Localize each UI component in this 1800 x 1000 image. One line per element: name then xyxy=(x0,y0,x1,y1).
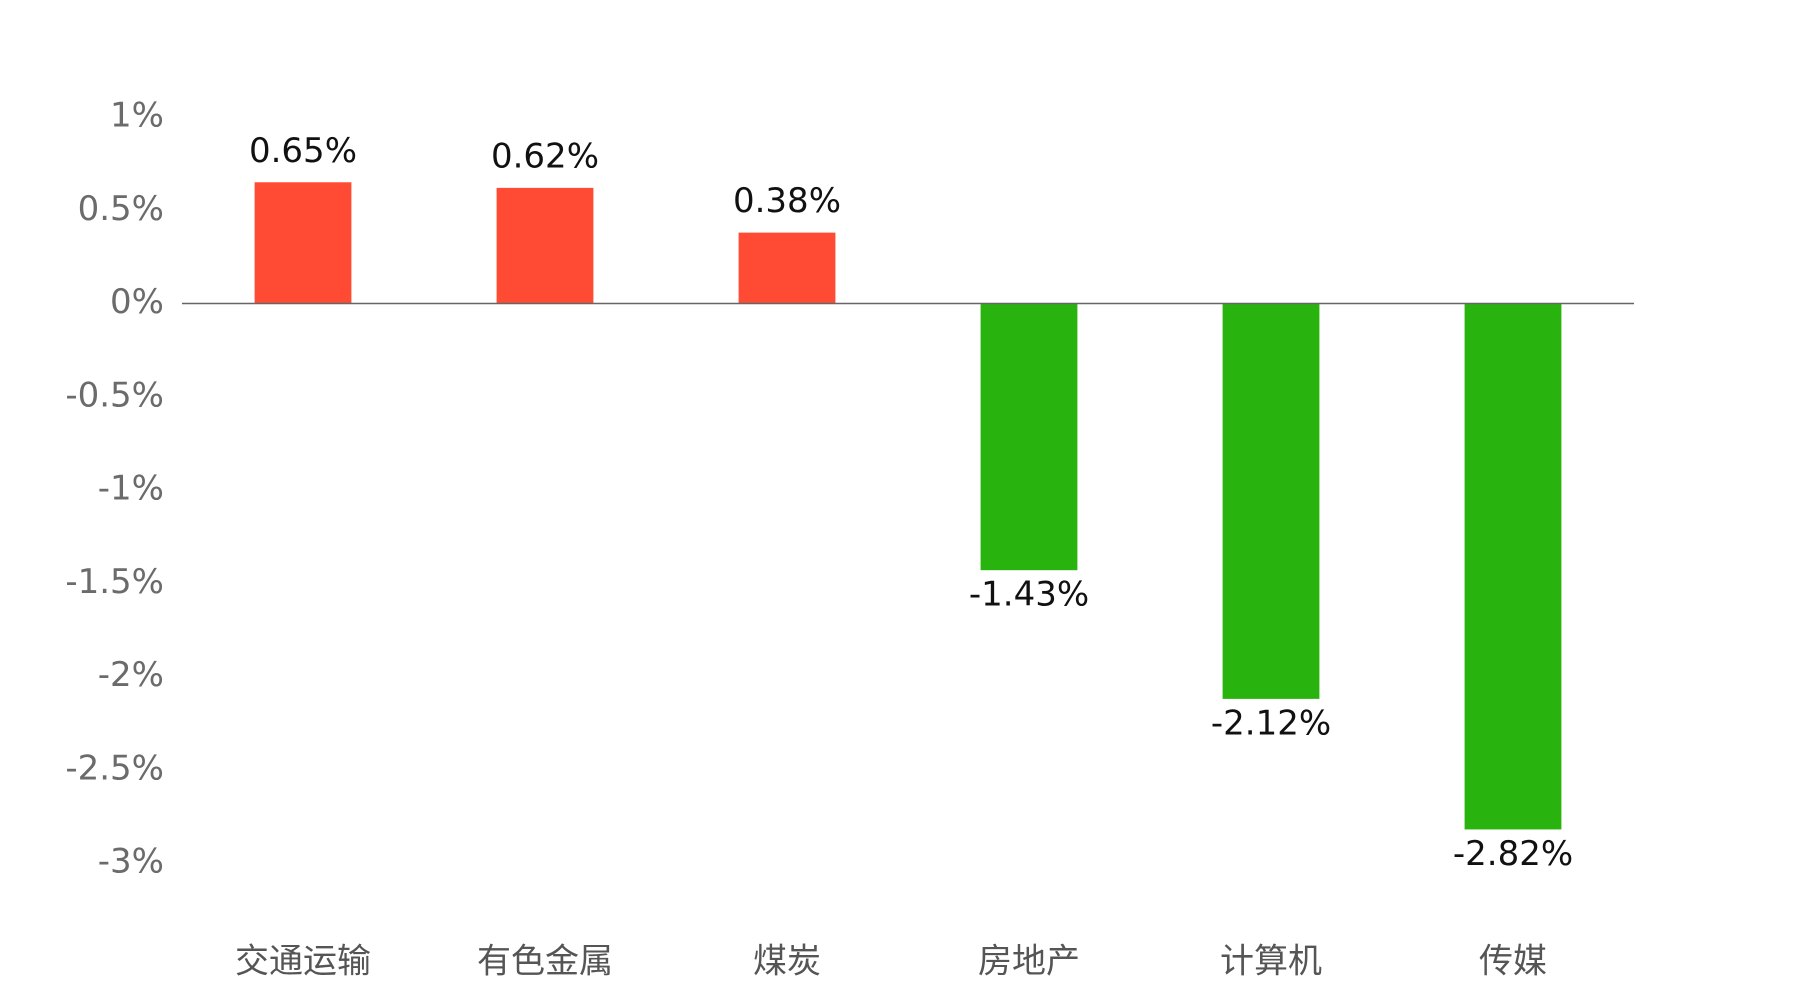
x-tick-label: 交通运输 xyxy=(235,942,371,982)
x-tick-label: 计算机 xyxy=(1220,942,1322,982)
value-label: -1.43% xyxy=(969,575,1089,615)
bar xyxy=(1222,303,1320,699)
y-tick-label: -1.5% xyxy=(65,562,164,602)
x-tick-label: 传媒 xyxy=(1479,942,1547,982)
y-tick-label: -0.5% xyxy=(65,375,164,415)
y-tick-label: -2.5% xyxy=(65,748,164,788)
value-label: -2.12% xyxy=(1211,703,1331,743)
bar xyxy=(738,232,836,304)
value-label: 0.65% xyxy=(249,131,357,171)
bar xyxy=(496,187,594,304)
y-tick-label: -3% xyxy=(98,842,164,882)
value-label: 0.62% xyxy=(491,136,599,176)
x-tick-label: 煤炭 xyxy=(753,942,821,982)
value-label: -2.82% xyxy=(1453,834,1573,874)
y-tick-label: 1% xyxy=(110,96,164,136)
y-tick-label: 0.5% xyxy=(78,189,164,229)
bar xyxy=(254,182,352,304)
x-tick-label: 房地产 xyxy=(978,942,1080,982)
bar xyxy=(1464,303,1562,830)
value-label: 0.38% xyxy=(733,181,841,221)
y-tick-label: -2% xyxy=(98,655,164,695)
bar xyxy=(980,303,1078,571)
y-tick-label: 0% xyxy=(110,282,164,322)
y-tick-label: -1% xyxy=(98,469,164,509)
x-tick-label: 有色金属 xyxy=(477,942,613,982)
